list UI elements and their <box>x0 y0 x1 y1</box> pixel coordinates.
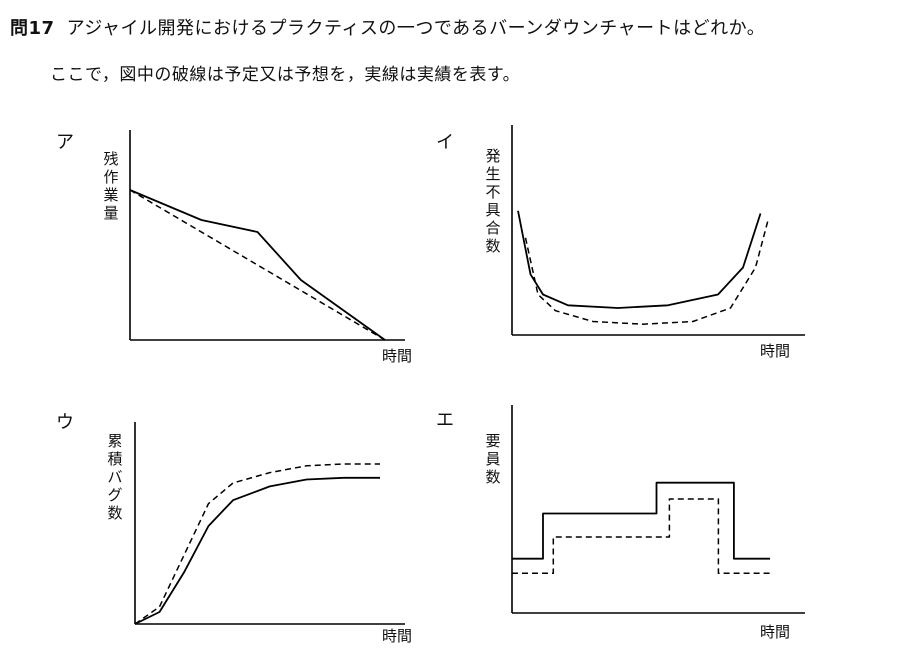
planned-line <box>134 463 380 625</box>
question-number: 問17 <box>10 18 55 39</box>
planned-line <box>524 220 769 325</box>
actual-line <box>517 210 762 309</box>
ylabel-e: 要員数 <box>485 432 501 486</box>
option-letter-i: イ <box>436 132 454 153</box>
question-text: アジャイル開発におけるプラクティスの一つであるバーンダウンチャートはどれか。 <box>66 18 766 39</box>
xlabel-a: 時間 <box>382 347 413 365</box>
planned-line <box>129 189 386 341</box>
option-letter-u: ウ <box>56 412 74 433</box>
actual-line <box>129 189 386 341</box>
actual-line <box>134 476 380 625</box>
xlabel-e: 時間 <box>760 623 791 641</box>
ylabel-a: 残作業量 <box>103 150 119 222</box>
actual-line <box>512 481 770 560</box>
ylabel-u: 累積バグ数 <box>107 432 123 522</box>
question-title: 問17 アジャイル開発におけるプラクティスの一つであるバーンダウンチャートはどれか… <box>10 14 765 40</box>
option-letter-e: エ <box>436 410 454 431</box>
chart-i <box>511 125 805 336</box>
chart-u <box>134 422 405 625</box>
option-letter-a: ア <box>56 132 74 153</box>
xlabel-i: 時間 <box>760 342 791 360</box>
planned-line <box>512 498 770 574</box>
question-note: ここで，図中の破線は予定又は予想を，実線は実績を表す。 <box>50 65 521 85</box>
xlabel-u: 時間 <box>382 627 413 645</box>
chart-e <box>511 405 805 614</box>
ylabel-i: 発生不具合数 <box>485 147 501 255</box>
chart-a <box>129 130 405 341</box>
